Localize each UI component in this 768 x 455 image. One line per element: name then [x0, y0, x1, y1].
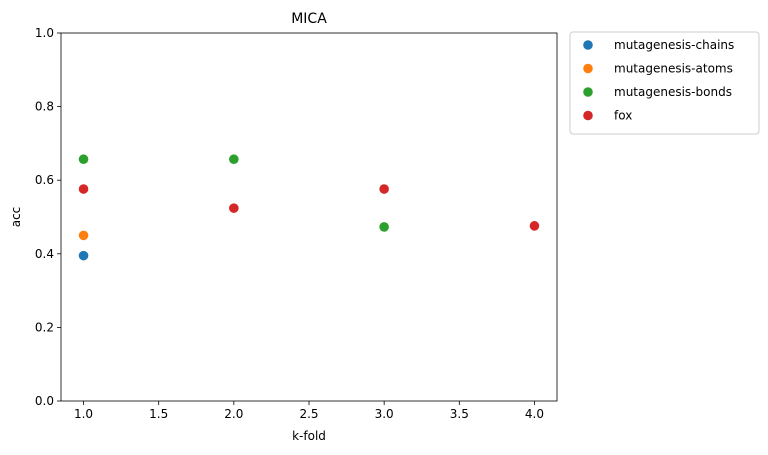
- legend-marker: [583, 40, 593, 50]
- data-point-mutagenesis-bonds: [78, 154, 89, 165]
- chart-title: MICA: [291, 11, 327, 27]
- plot-area-frame: [60, 32, 558, 402]
- data-point-mutagenesis-chains: [78, 250, 89, 261]
- x-tick-label: 3.5: [450, 407, 469, 421]
- axis-ticks: 1.0 1.5 2.0 2.5 3.0 3.5 4.0 0.0 0.2 0.4 0.6 0.8 1.0: [35, 26, 544, 421]
- x-tick-label: 4.0: [525, 407, 544, 421]
- legend-marker: [583, 87, 593, 97]
- legend-label: mutagenesis-bonds: [614, 85, 732, 99]
- legend-marker: [583, 110, 593, 121]
- y-axis-label: acc: [9, 207, 23, 228]
- data-point-mutagenesis-bonds: [379, 222, 389, 232]
- data-point-fox: [78, 184, 89, 194]
- y-tick-label: 0.2: [35, 320, 54, 334]
- y-tick-label: 0.4: [35, 247, 54, 261]
- x-axis-label: k-fold: [292, 429, 326, 443]
- data-point-mutagenesis-atoms: [78, 230, 89, 241]
- legend-marker: [583, 63, 593, 74]
- x-tick-label: 2.0: [224, 407, 243, 421]
- y-tick-label: 0.8: [35, 100, 54, 114]
- x-tick-label: 2.5: [299, 407, 318, 421]
- data-point-fox: [229, 203, 239, 213]
- legend-label: mutagenesis-chains: [614, 38, 734, 52]
- y-tick-label: 0.6: [35, 173, 54, 187]
- x-tick-label: 1.5: [149, 407, 168, 421]
- data-point-fox: [379, 184, 389, 194]
- legend: mutagenesis-chains mutagenesis-atoms mutag…: [569, 31, 760, 135]
- y-tick-label: 1.0: [35, 26, 54, 40]
- legend-box: [569, 31, 760, 135]
- data-point-fox: [529, 221, 540, 231]
- legend-label: fox: [614, 109, 632, 123]
- data-point-mutagenesis-bonds: [229, 154, 239, 165]
- x-tick-label: 3.0: [375, 407, 394, 421]
- x-tick-label: 1.0: [74, 407, 93, 421]
- data-points: [78, 154, 540, 261]
- y-tick-label: 0.0: [35, 394, 54, 408]
- legend-label: mutagenesis-atoms: [614, 62, 733, 76]
